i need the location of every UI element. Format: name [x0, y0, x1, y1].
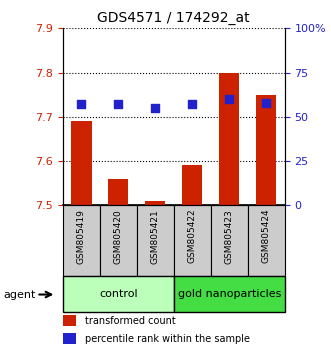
Bar [248, 205, 285, 276]
Text: gold nanoparticles: gold nanoparticles [177, 289, 281, 299]
Bar [174, 205, 211, 276]
Text: transformed count: transformed count [85, 315, 176, 326]
Bar [63, 276, 174, 312]
Text: GSM805421: GSM805421 [151, 209, 160, 264]
Bar [137, 205, 174, 276]
Bar [108, 179, 128, 205]
Title: GDS4571 / 174292_at: GDS4571 / 174292_at [97, 11, 250, 24]
Text: GSM805424: GSM805424 [262, 209, 271, 263]
Text: GSM805423: GSM805423 [225, 209, 234, 264]
Text: GSM805422: GSM805422 [188, 209, 197, 263]
Point [153, 105, 158, 111]
Point [226, 96, 232, 102]
Text: agent: agent [3, 290, 36, 299]
Bar [100, 205, 137, 276]
Point [79, 102, 84, 107]
Text: GSM805419: GSM805419 [77, 209, 86, 264]
Bar [182, 165, 203, 205]
Text: percentile rank within the sample: percentile rank within the sample [85, 334, 250, 344]
Bar [211, 205, 248, 276]
Bar [174, 276, 285, 312]
Bar [71, 121, 92, 205]
Point [190, 102, 195, 107]
Bar [63, 205, 100, 276]
Text: control: control [99, 289, 138, 299]
Point [116, 102, 121, 107]
Point [263, 100, 269, 105]
Bar [63, 333, 76, 344]
Bar [145, 201, 166, 205]
Bar [63, 315, 76, 326]
Bar [256, 95, 276, 205]
Text: GSM805420: GSM805420 [114, 209, 123, 264]
Bar [219, 73, 239, 205]
